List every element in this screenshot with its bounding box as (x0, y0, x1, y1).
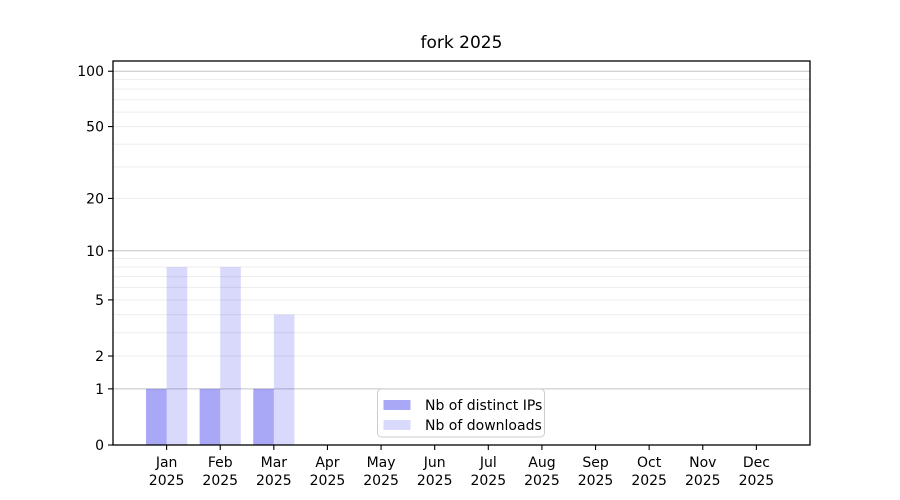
legend-swatch-downloads (383, 420, 411, 430)
x-tick-label-month: Apr (315, 455, 339, 471)
grid-layer (113, 70, 810, 390)
x-tick-label-year: 2025 (631, 473, 667, 489)
x-tick-label-month: Jan (155, 455, 178, 471)
x-tick-label-month: Aug (528, 455, 555, 471)
x-tick-label-year: 2025 (256, 473, 292, 489)
x-tick-label-month: Jul (479, 455, 497, 471)
x-tick-label-year: 2025 (524, 473, 560, 489)
x-tick-label-month: Feb (208, 455, 233, 471)
x-tick-label-year: 2025 (310, 473, 346, 489)
legend: Nb of distinct IPs Nb of downloads (377, 388, 545, 438)
x-tick-label-month: Dec (743, 455, 770, 471)
x-tick-label-month: May (367, 455, 396, 471)
bar-distinct-ips-1 (199, 388, 221, 445)
plot-frame (112, 60, 811, 446)
legend-label-downloads: Nb of downloads (425, 418, 542, 434)
x-tick-label-month: Oct (637, 455, 662, 471)
y-tick-label: 50 (86, 120, 104, 136)
y-tick-label: 5 (95, 293, 104, 309)
legend-box (377, 388, 545, 438)
y-tick-label: 20 (86, 191, 104, 207)
bar-downloads-1 (220, 267, 241, 445)
x-tick-label-year: 2025 (578, 473, 614, 489)
y-tick-label: 100 (77, 64, 104, 80)
x-tick-label-month: Nov (689, 455, 716, 471)
bar-distinct-ips-0 (146, 388, 167, 445)
x-tick-label-year: 2025 (202, 473, 238, 489)
chart-title: fork 2025 (420, 33, 503, 53)
x-tick-label-month: Mar (261, 455, 288, 471)
axis-layer: 0 1 2 5 10 20 50 100 Jan 2025 Feb 2025 Mar 2025 Apr 202… (77, 64, 774, 489)
y-tick-label: 2 (95, 349, 104, 365)
legend-label-distinct-ips: Nb of distinct IPs (425, 398, 542, 414)
x-tick-label-year: 2025 (363, 473, 399, 489)
x-tick-label-month: Sep (582, 455, 609, 471)
x-tick-label-year: 2025 (739, 473, 775, 489)
x-tick-label-month: Jun (423, 455, 446, 471)
bars-layer (146, 267, 295, 445)
x-tick-label-year: 2025 (470, 473, 506, 489)
bar-downloads-2 (273, 314, 295, 445)
y-tick-label: 10 (86, 244, 104, 260)
x-tick-label-year: 2025 (149, 473, 185, 489)
y-tick-label: 1 (95, 382, 104, 398)
x-tick-label-year: 2025 (685, 473, 721, 489)
bar-downloads-0 (166, 267, 188, 445)
legend-swatch-distinct-ips (383, 400, 411, 410)
y-tick-label: 0 (95, 438, 104, 454)
bar-distinct-ips-2 (253, 388, 274, 445)
x-tick-label-year: 2025 (417, 473, 453, 489)
